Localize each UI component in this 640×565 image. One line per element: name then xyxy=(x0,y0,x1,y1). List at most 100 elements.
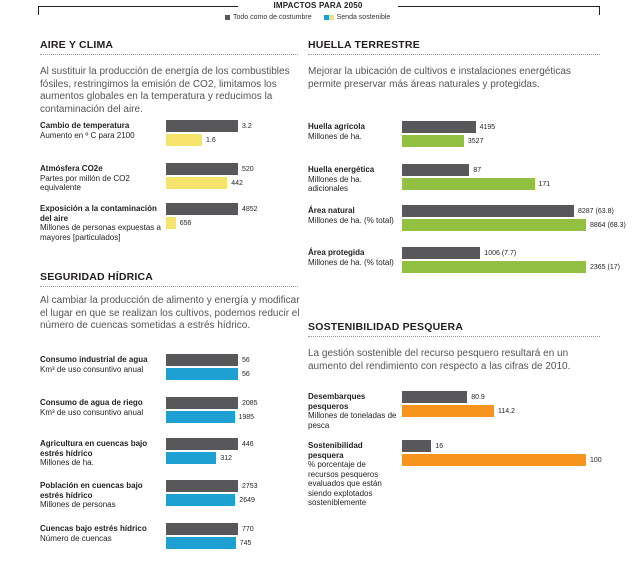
header-rule-right xyxy=(398,6,600,7)
value-tierra-3-sustainable: 2365 (17) xyxy=(590,263,620,271)
value-clima-1-sustainable: 442 xyxy=(231,179,243,187)
bar-agua-0-sustainable xyxy=(166,368,238,380)
row-title: Agricultura en cuencas bajo estrés hídri… xyxy=(40,439,148,458)
bar-agua-4-sustainable xyxy=(166,537,236,549)
row-label-agua-4: Cuencas bajo estrés hídrico Número de cue… xyxy=(40,524,162,543)
bar-agua-1-bau xyxy=(166,397,238,409)
row-label-clima-2: Exposición a la contaminación del aire Mi… xyxy=(40,204,162,242)
bar-agua-0-bau xyxy=(166,354,238,366)
row-label-tierra-3: Área protegida Millones de ha. (% total) xyxy=(308,248,398,267)
row-unit: Aumento en º C para 2100 xyxy=(40,130,135,140)
bar-clima-0-sustainable xyxy=(166,134,202,146)
legend: Todo como de costumbre Senda sostenible xyxy=(225,14,390,21)
row-title: Atmósfera CO2e xyxy=(40,164,103,173)
row-title: Cambio de temperatura xyxy=(40,121,130,130)
header-tick-right xyxy=(599,6,600,15)
value-agua-2-sustainable: 312 xyxy=(220,454,233,462)
header-rule-left xyxy=(38,6,238,7)
legend-label-bau: Todo como de costumbre xyxy=(233,14,312,21)
value-clima-0-sustainable: 1.6 xyxy=(206,136,216,144)
row-unit: Millones de toneladas de pesca xyxy=(308,411,397,430)
value-clima-2-bau: 4852 xyxy=(242,205,258,213)
row-label-agua-3: Población en cuencas bajo estrés hídrico… xyxy=(40,481,162,510)
row-title: Exposición a la contaminación del aire xyxy=(40,204,157,223)
row-label-clima-0: Cambio de temperatura Aumento en º C para… xyxy=(40,121,162,140)
row-title: Consumo industrial de agua xyxy=(40,355,148,364)
bar-pesca-0-sustainable xyxy=(402,405,494,417)
row-label-pesca-1: Sostenibilidad pesquera% porcentaje de r… xyxy=(308,441,398,508)
row-title: Huella agrícola xyxy=(308,122,365,131)
bar-agua-4-bau xyxy=(166,523,238,535)
bar-pesca-0-bau xyxy=(402,391,468,403)
bar-pesca-1-sustainable xyxy=(402,454,586,466)
row-unit: Km³ de uso consuntivo anual xyxy=(40,364,144,374)
bar-clima-1-sustainable xyxy=(166,177,228,189)
row-label-agua-2: Agricultura en cuencas bajo estrés hídri… xyxy=(40,439,162,468)
section-title-pesca: SOSTENIBILIDAD PESQUERA xyxy=(308,321,464,333)
bar-tierra-3-sustainable xyxy=(402,261,586,273)
row-unit: Partes por millón de CO2 equivalente xyxy=(40,173,130,193)
value-tierra-2-bau: 8287 (63.8) xyxy=(578,207,614,215)
section-intro-pesca: La gestión sostenible del recurso pesque… xyxy=(308,348,571,372)
row-label-pesca-0: Desembarques pesqueros Millones de tonela… xyxy=(308,392,398,430)
row-unit: Millones de ha. adicionales xyxy=(308,174,362,194)
value-agua-0-sustainable: 56 xyxy=(242,370,250,378)
value-tierra-2-sustainable: 8864 (68.3) xyxy=(590,221,626,229)
row-title: Huella energética xyxy=(308,165,375,174)
row-label-agua-1: Consumo de agua de riego Km³ de uso consu… xyxy=(40,398,162,417)
legend-swatch-sustainable-blue xyxy=(323,15,329,20)
row-label-tierra-0: Huella agrícola Millones de ha. xyxy=(308,122,398,141)
bar-clima-2-sustainable xyxy=(166,217,176,229)
value-agua-0-bau: 56 xyxy=(242,356,250,364)
row-title: Área protegida xyxy=(308,248,365,257)
value-tierra-1-sustainable: 171 xyxy=(538,180,551,188)
value-pesca-1-sustainable: 100 xyxy=(590,456,602,464)
row-label-tierra-1: Huella energética Millones de ha. adicion… xyxy=(308,165,398,194)
value-agua-4-bau: 770 xyxy=(242,525,254,533)
bar-tierra-2-bau xyxy=(402,205,574,217)
bar-clima-0-bau xyxy=(166,120,238,132)
value-agua-1-sustainable: 1985 xyxy=(238,413,255,421)
row-unit: Millones de ha. xyxy=(308,131,362,141)
row-label-tierra-2: Área natural Millones de ha. (% total) xyxy=(308,206,398,225)
row-unit: Millones de ha. xyxy=(40,458,94,467)
value-agua-3-bau: 2753 xyxy=(242,482,258,490)
value-pesca-0-bau: 80.9 xyxy=(471,393,485,401)
value-agua-3-sustainable: 2649 xyxy=(239,496,255,504)
bar-clima-2-bau xyxy=(166,203,238,215)
row-title: Sostenibilidad pesquera xyxy=(308,441,363,460)
bar-agua-2-bau xyxy=(166,438,238,450)
value-pesca-0-sustainable: 114.2 xyxy=(498,407,515,415)
row-title: Desembarques pesqueros xyxy=(308,392,366,411)
row-label-agua-0: Consumo industrial de agua Km³ de uso con… xyxy=(40,355,162,374)
value-clima-2-sustainable: 656 xyxy=(179,219,192,227)
row-unit: Km³ de uso consuntivo anual xyxy=(40,407,144,417)
section-title-clima: AIRE Y CLIMA xyxy=(40,39,114,51)
page-title: IMPACTOS PARA 2050 xyxy=(273,1,363,10)
value-tierra-0-bau: 4195 xyxy=(479,123,496,131)
row-unit: Millones de ha. (% total) xyxy=(308,215,394,225)
value-tierra-3-bau: 1006 (7.7) xyxy=(484,249,517,257)
row-unit: Millones de personas xyxy=(40,500,116,509)
row-unit: Número de cuencas xyxy=(40,533,112,543)
legend-swatch-bau xyxy=(225,15,230,20)
legend-swatch-sustainable-yellow xyxy=(328,15,334,20)
header-tick-left xyxy=(38,6,39,15)
bar-tierra-0-sustainable xyxy=(402,135,464,147)
section-rule-tierra xyxy=(308,54,600,55)
value-pesca-1-bau: 16 xyxy=(435,442,444,450)
section-rule-pesca xyxy=(308,336,600,337)
row-title: Área natural xyxy=(308,206,355,215)
bar-agua-1-sustainable xyxy=(166,411,235,423)
value-clima-0-bau: 3.2 xyxy=(242,122,252,130)
bar-agua-3-sustainable xyxy=(166,494,236,506)
legend-label-sustainable: Senda sostenible xyxy=(336,14,391,21)
bar-pesca-1-bau xyxy=(402,440,432,452)
section-rule-agua xyxy=(40,286,298,287)
value-clima-1-bau: 520 xyxy=(242,165,254,173)
row-title: Consumo de agua de riego xyxy=(40,398,143,407)
row-title: Población en cuencas bajo estrés hídrico xyxy=(40,481,143,500)
value-agua-1-bau: 2085 xyxy=(242,399,258,407)
row-unit: Millones de ha. (% total) xyxy=(308,257,394,267)
value-tierra-1-bau: 87 xyxy=(473,166,482,174)
